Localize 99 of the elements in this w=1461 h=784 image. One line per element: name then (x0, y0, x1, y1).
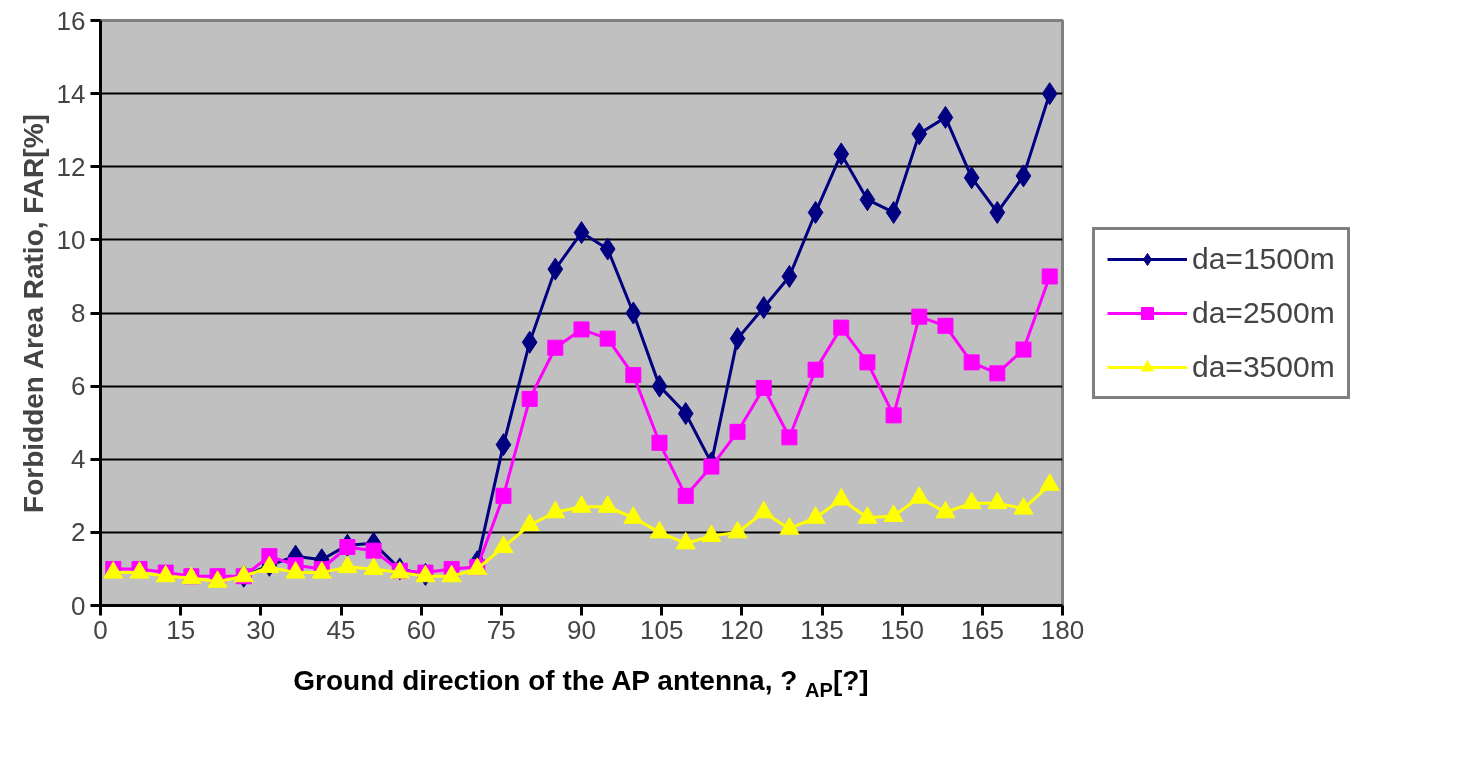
y-tick-label: 16 (56, 5, 86, 36)
point (833, 142, 850, 166)
point (625, 301, 642, 325)
point (987, 491, 1008, 510)
point (545, 500, 566, 519)
point (989, 365, 1006, 382)
point (807, 200, 824, 224)
x-tick-label: 90 (567, 614, 596, 645)
point (937, 317, 954, 334)
point (883, 504, 904, 522)
point (365, 542, 382, 559)
point (573, 321, 590, 338)
x-tick-label: 180 (1040, 614, 1085, 645)
y-tick-label: 8 (71, 298, 86, 328)
point (363, 557, 384, 575)
x-tick-label: 135 (800, 614, 844, 645)
point (701, 524, 722, 543)
point (781, 429, 798, 446)
point (859, 188, 876, 212)
point (1015, 164, 1032, 188)
point (441, 564, 462, 583)
x-tick-label: 60 (406, 614, 436, 645)
point (493, 535, 514, 553)
point (677, 402, 694, 426)
point (1041, 82, 1058, 106)
point (911, 122, 928, 146)
point (1015, 341, 1032, 358)
point (651, 374, 668, 398)
point (495, 487, 512, 504)
point (519, 513, 540, 532)
point (727, 520, 748, 539)
point (285, 561, 306, 579)
point (573, 221, 590, 245)
y-tick-label: 0 (71, 590, 86, 621)
point (625, 367, 642, 384)
point (805, 506, 826, 524)
point (599, 330, 616, 347)
x-tick-label: 30 (246, 614, 276, 645)
point (597, 495, 618, 513)
point (495, 433, 512, 457)
point (833, 319, 850, 336)
point (963, 166, 980, 190)
legend-label: da=1500m (1192, 241, 1335, 276)
x-tick-label: 105 (639, 614, 684, 645)
point (339, 539, 356, 555)
point (703, 458, 720, 475)
point (729, 423, 746, 440)
y-tick-label: 2 (71, 517, 86, 548)
y-axis-title: Forbidden Area Ratio, FAR[%] (17, 114, 49, 513)
point (1041, 268, 1058, 285)
point (547, 339, 564, 356)
point (831, 488, 852, 506)
point (233, 564, 254, 583)
point (677, 487, 694, 504)
x-tick-label: 165 (960, 614, 1005, 645)
point (1039, 473, 1060, 491)
point (781, 264, 798, 288)
point (911, 308, 928, 325)
point (623, 506, 644, 524)
point (651, 434, 668, 451)
legend-label: da=2500m (1192, 295, 1335, 330)
point (1013, 497, 1034, 515)
point (807, 361, 824, 378)
point (989, 200, 1006, 224)
point (729, 327, 746, 351)
point (675, 531, 696, 550)
point (521, 390, 538, 407)
point (755, 379, 772, 396)
point (935, 500, 956, 519)
y-tick-label: 14 (56, 78, 86, 109)
y-tick-label: 12 (56, 151, 86, 182)
y-tick-label: 10 (56, 224, 86, 255)
point (521, 330, 538, 354)
point (961, 491, 982, 510)
point (885, 200, 902, 224)
point (599, 237, 616, 261)
point (857, 506, 878, 524)
point (571, 495, 592, 513)
point (909, 486, 930, 504)
point (755, 296, 772, 320)
legend-label: da=3500m (1192, 349, 1335, 384)
point (779, 517, 800, 535)
point (547, 257, 564, 281)
x-axis-title: Ground direction of the AP antenna, ? $_{AP}$[?] (293, 664, 869, 703)
x-tick-label: 15 (166, 614, 196, 645)
point (649, 520, 670, 539)
y-tick-label: 6 (71, 371, 86, 402)
point (753, 500, 774, 519)
x-tick-label: 75 (486, 614, 516, 645)
y-tick-label: 4 (71, 444, 86, 475)
x-tick-label: 0 (93, 614, 108, 645)
point (937, 105, 954, 129)
x-tick-label: 45 (326, 614, 356, 645)
point (337, 555, 358, 574)
x-tick-label: 120 (720, 614, 764, 645)
point (963, 354, 980, 371)
point (885, 407, 902, 424)
point (859, 354, 876, 371)
x-tick-label: 150 (880, 614, 924, 645)
